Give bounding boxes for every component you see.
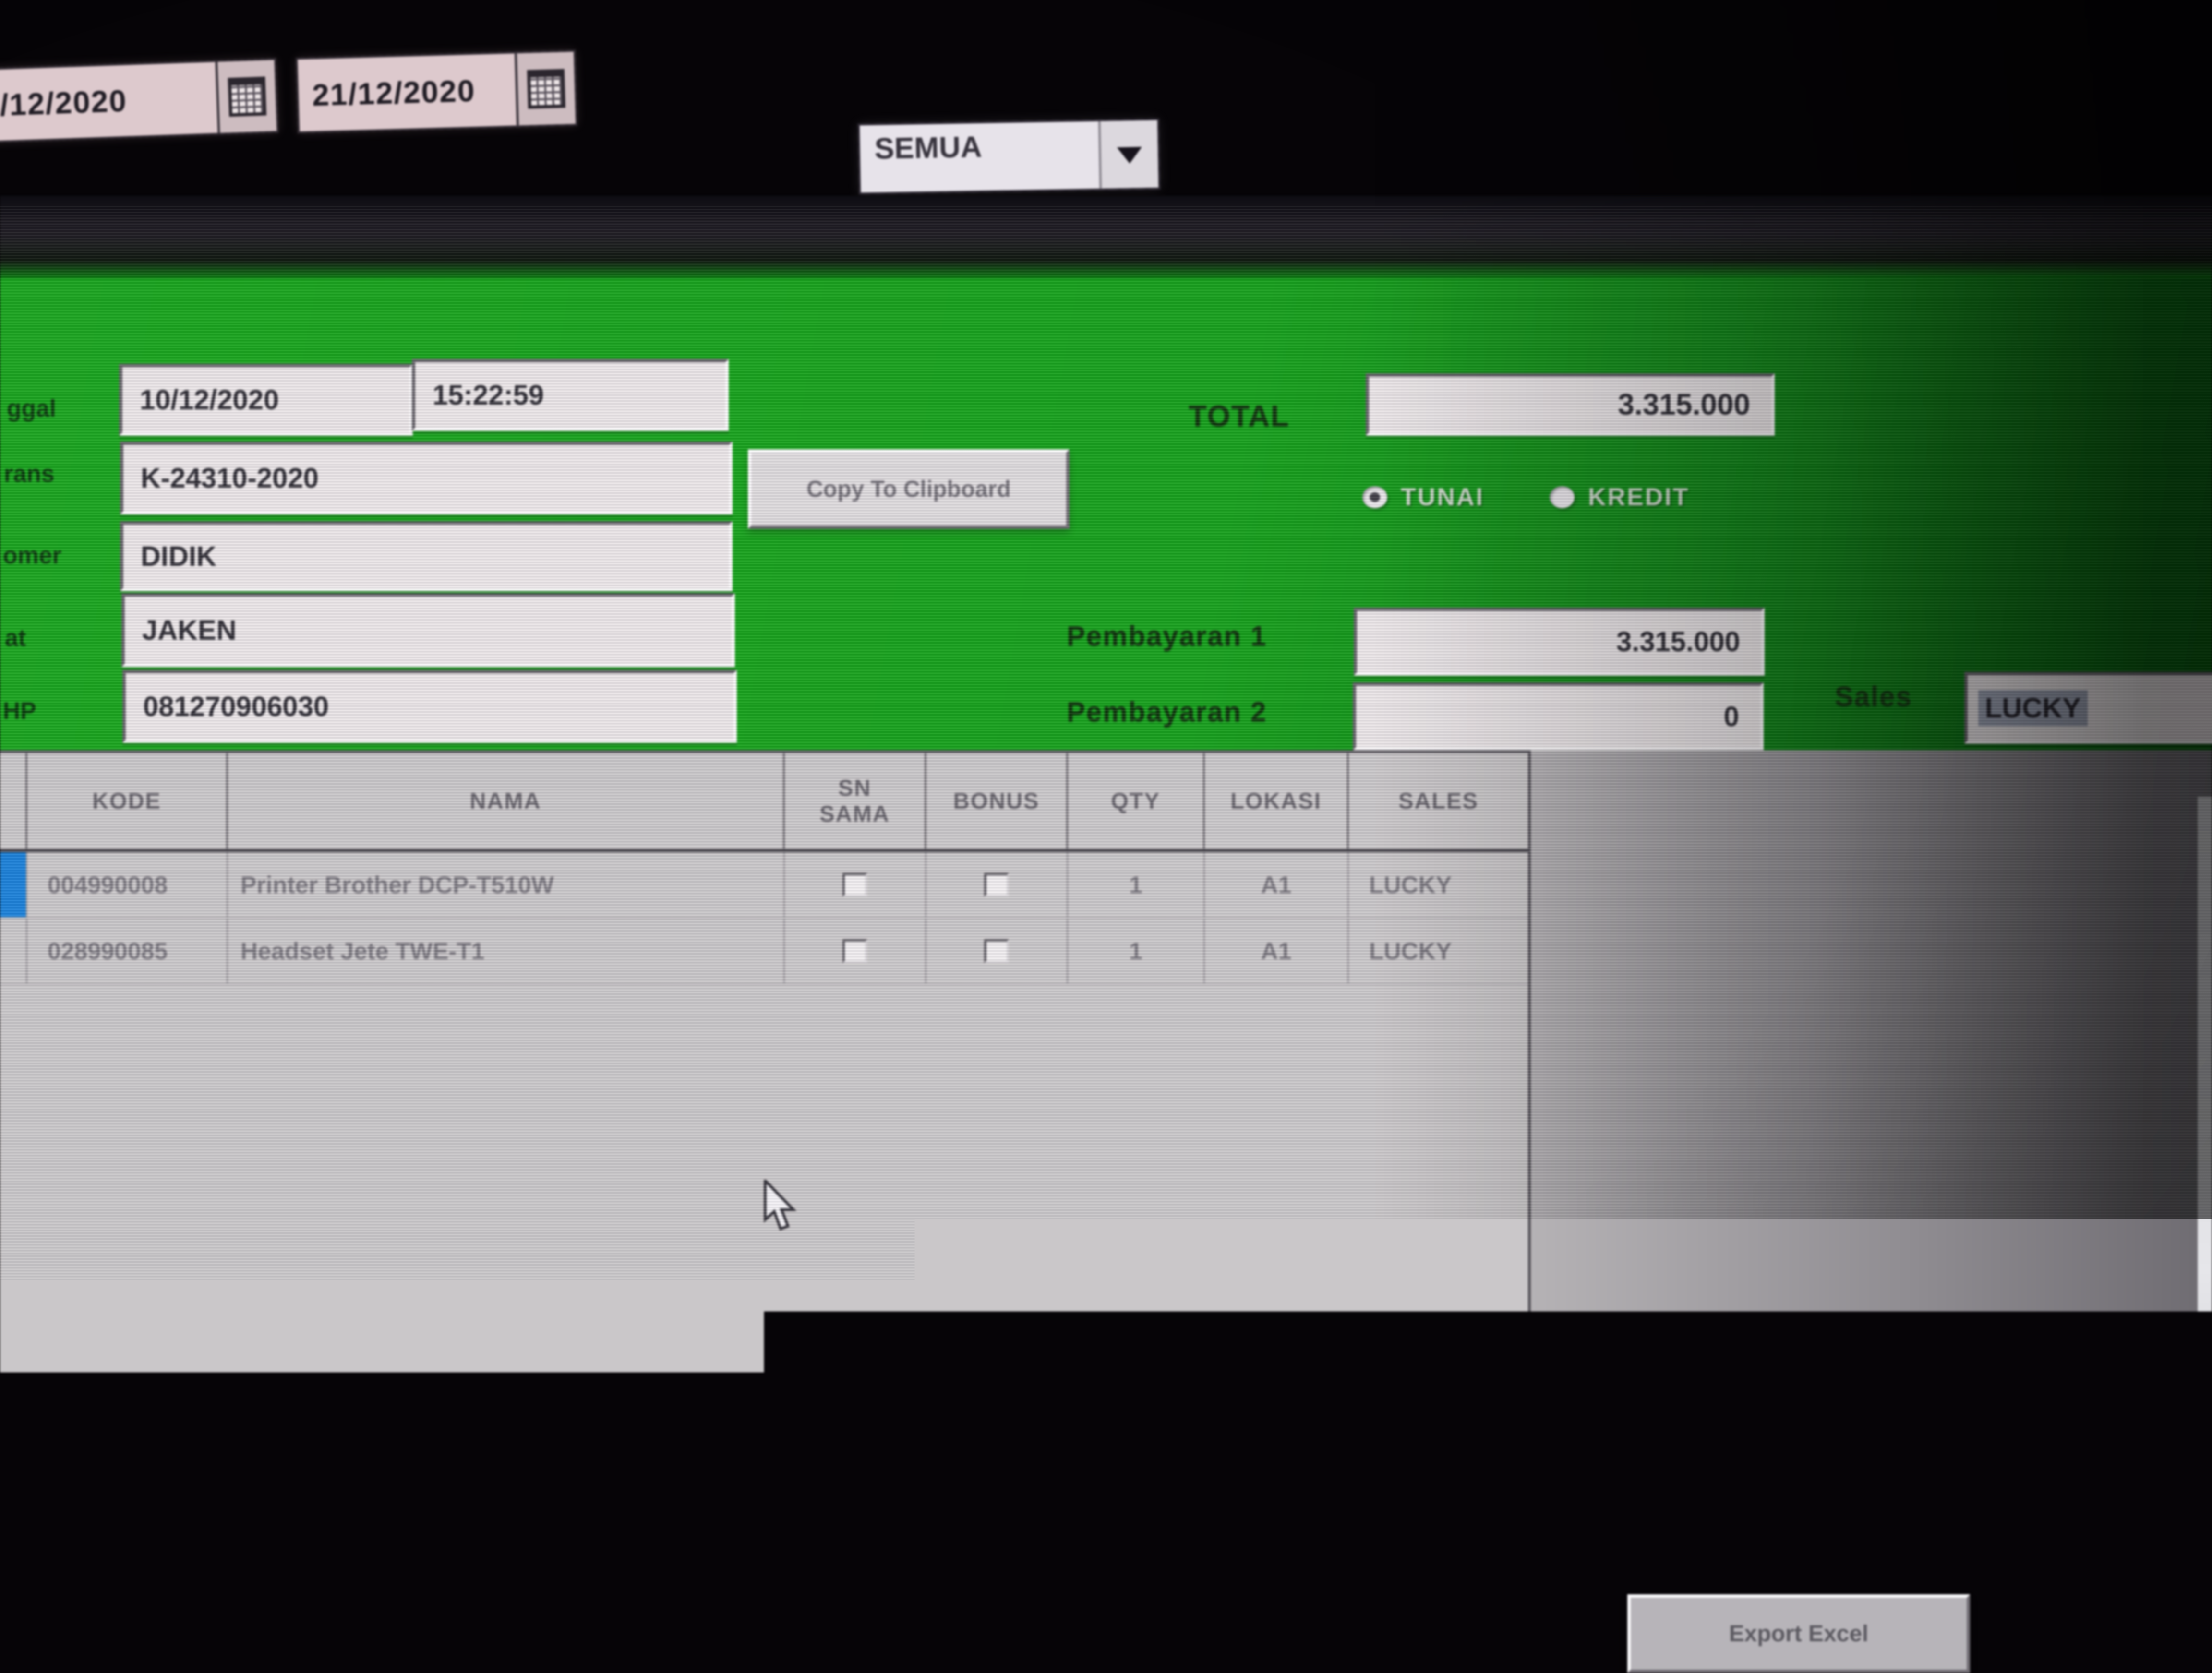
date-to-value[interactable]: 21/12/2020	[298, 72, 516, 113]
copy-to-clipboard-label: Copy To Clipboard	[806, 476, 1011, 502]
toolbar-button-2[interactable]	[68, 1469, 208, 1569]
pembayaran1-value: 3.315.000	[1616, 626, 1761, 658]
cell-kode[interactable]: 004990008	[27, 852, 228, 917]
calendar-icon	[228, 76, 266, 117]
hp-value: 081270906030	[126, 691, 329, 723]
kredit-label: KREDIT	[1588, 483, 1690, 512]
export-excel-label: Export Excel	[1729, 1621, 1869, 1647]
header-lokasi[interactable]: LOKASI	[1205, 753, 1349, 849]
tanggal-date-field[interactable]: 10/12/2020	[119, 364, 413, 436]
dropdown-arrow-button[interactable]	[1098, 120, 1158, 189]
alamat-field[interactable]: JAKEN	[121, 593, 735, 667]
total-field: 3.315.000	[1366, 373, 1775, 436]
header-sales[interactable]: SALES	[1349, 753, 1528, 849]
sn-sama-checkbox[interactable]	[842, 873, 867, 897]
surat-order-barang-button[interactable]: Surat Order Barang	[672, 1464, 1001, 1572]
date-from-value[interactable]: 1/12/2020	[0, 80, 217, 124]
label-alamat: at	[5, 624, 26, 652]
cell-nama[interactable]: Headset Jete TWE-T1	[228, 919, 785, 983]
items-table[interactable]: KODE NAMA SN SAMA BONUS QTY LOKASI SALES…	[0, 750, 1531, 1444]
filter-dropdown[interactable]: SEMUA	[858, 119, 1160, 195]
bonus-checkbox[interactable]	[984, 873, 1009, 897]
pembayaran2-value: 0	[1724, 701, 1760, 733]
bonus-checkbox[interactable]	[984, 939, 1009, 963]
toolbar-button-1[interactable]	[0, 1469, 69, 1569]
total-value: 3.315.000	[1618, 388, 1771, 422]
hp-field[interactable]: 081270906030	[122, 670, 737, 743]
calendar-icon	[527, 69, 565, 108]
export-excel-button[interactable]: Export Excel	[1627, 1594, 1970, 1673]
tunai-radio[interactable]	[1362, 486, 1387, 508]
mouse-cursor-icon	[762, 1180, 803, 1232]
double-click-hint: Double Click di Baris Data untuk LIHAT S…	[1027, 1479, 1543, 1508]
cell-sales[interactable]: LUCKY	[1349, 852, 1528, 917]
pembayaran2-label: Pembayaran 2	[1067, 696, 1267, 728]
cell-sn-sama[interactable]	[785, 852, 926, 917]
label-tanggal: ggal	[7, 394, 56, 422]
tanggal-date-value: 10/12/2020	[122, 384, 279, 416]
sales-value: LUCKY	[1978, 690, 2088, 726]
toolbar-button-4[interactable]	[334, 1469, 472, 1569]
header-bonus[interactable]: BONUS	[926, 753, 1068, 849]
sn-sama-checkbox[interactable]	[842, 939, 867, 963]
tunai-label: TUNAI	[1401, 483, 1484, 512]
surat-order-barang-label: Surat Order Barang	[730, 1505, 943, 1531]
label-hp: HP	[3, 697, 36, 725]
date-from-calendar-button[interactable]	[215, 60, 276, 133]
copy-to-clipboard-button[interactable]: Copy To Clipboard	[748, 449, 1070, 529]
payment-method-kredit[interactable]: KREDIT	[1550, 483, 1690, 512]
cell-sn-sama[interactable]	[785, 919, 926, 983]
header-kode[interactable]: KODE	[27, 753, 228, 849]
filter-dropdown-value: SEMUA	[860, 121, 1099, 193]
payment-method-tunai[interactable]: TUNAI	[1362, 483, 1484, 512]
date-to-calendar-button[interactable]	[515, 52, 576, 125]
alamat-value: JAKEN	[125, 614, 237, 646]
cell-bonus[interactable]	[926, 852, 1068, 917]
header-sn-sama[interactable]: SN SAMA	[785, 753, 926, 849]
table-row[interactable]: 004990008 Printer Brother DCP-T510W 1 A1…	[0, 852, 1528, 919]
cell-qty[interactable]: 1	[1068, 919, 1205, 983]
pembayaran1-field[interactable]: 3.315.000	[1354, 608, 1765, 676]
monitor-bezel-shadow	[0, 196, 2212, 278]
screen-edge-highlight	[2198, 797, 2212, 1659]
header-nama[interactable]: NAMA	[228, 753, 785, 849]
cell-qty[interactable]: 1	[1068, 852, 1205, 917]
date-to-picker[interactable]: 21/12/2020	[296, 50, 577, 133]
table-body: 004990008 Printer Brother DCP-T510W 1 A1…	[0, 852, 1528, 985]
label-no-trans: rans	[4, 460, 55, 488]
no-trans-field[interactable]: K-24310-2020	[120, 442, 733, 514]
header-selector-col	[0, 753, 27, 849]
right-click-hint: Klik Kanan di Kolom untuk copy data	[1707, 1484, 2097, 1510]
tanggal-time-value: 15:22:59	[415, 379, 544, 411]
kredit-radio[interactable]	[1550, 486, 1575, 508]
label-customer: omer	[3, 541, 61, 569]
sn-button-label: SN	[563, 1506, 595, 1532]
sn-button[interactable]: SN	[485, 1467, 672, 1570]
pembayaran1-label: Pembayaran 1	[1067, 620, 1267, 652]
cell-nama[interactable]: Printer Brother DCP-T510W	[228, 852, 785, 917]
client-area-right	[1531, 750, 2212, 1441]
table-row[interactable]: 028990085 Headset Jete TWE-T1 1 A1 LUCKY	[0, 919, 1528, 985]
row-selector-cell[interactable]	[0, 852, 27, 917]
cell-kode[interactable]: 028990085	[27, 919, 228, 983]
cell-lokasi[interactable]: A1	[1205, 852, 1349, 917]
total-label: TOTAL	[1189, 399, 1290, 433]
toolbar-button-3[interactable]	[207, 1469, 335, 1569]
cell-bonus[interactable]	[926, 919, 1068, 983]
table-header-row: KODE NAMA SN SAMA BONUS QTY LOKASI SALES	[0, 753, 1528, 852]
no-trans-value: K-24310-2020	[123, 462, 319, 494]
date-from-picker[interactable]: 1/12/2020	[0, 58, 279, 144]
customer-field[interactable]: DIDIK	[120, 521, 733, 591]
header-qty[interactable]: QTY	[1068, 753, 1205, 849]
row-selector-cell[interactable]	[0, 919, 27, 983]
sales-label: Sales	[1835, 681, 1912, 713]
pembayaran2-field[interactable]: 0	[1353, 682, 1764, 751]
cell-lokasi[interactable]: A1	[1205, 919, 1349, 983]
screen-photo: 1/12/2020 21/12/2020 SEMUA ggal 10/12/20…	[0, 0, 2212, 1659]
tanggal-time-field[interactable]: 15:22:59	[412, 359, 729, 431]
customer-value: DIDIK	[123, 540, 216, 573]
cell-sales[interactable]: LUCKY	[1349, 919, 1528, 983]
sales-field[interactable]: LUCKY	[1964, 672, 2212, 744]
